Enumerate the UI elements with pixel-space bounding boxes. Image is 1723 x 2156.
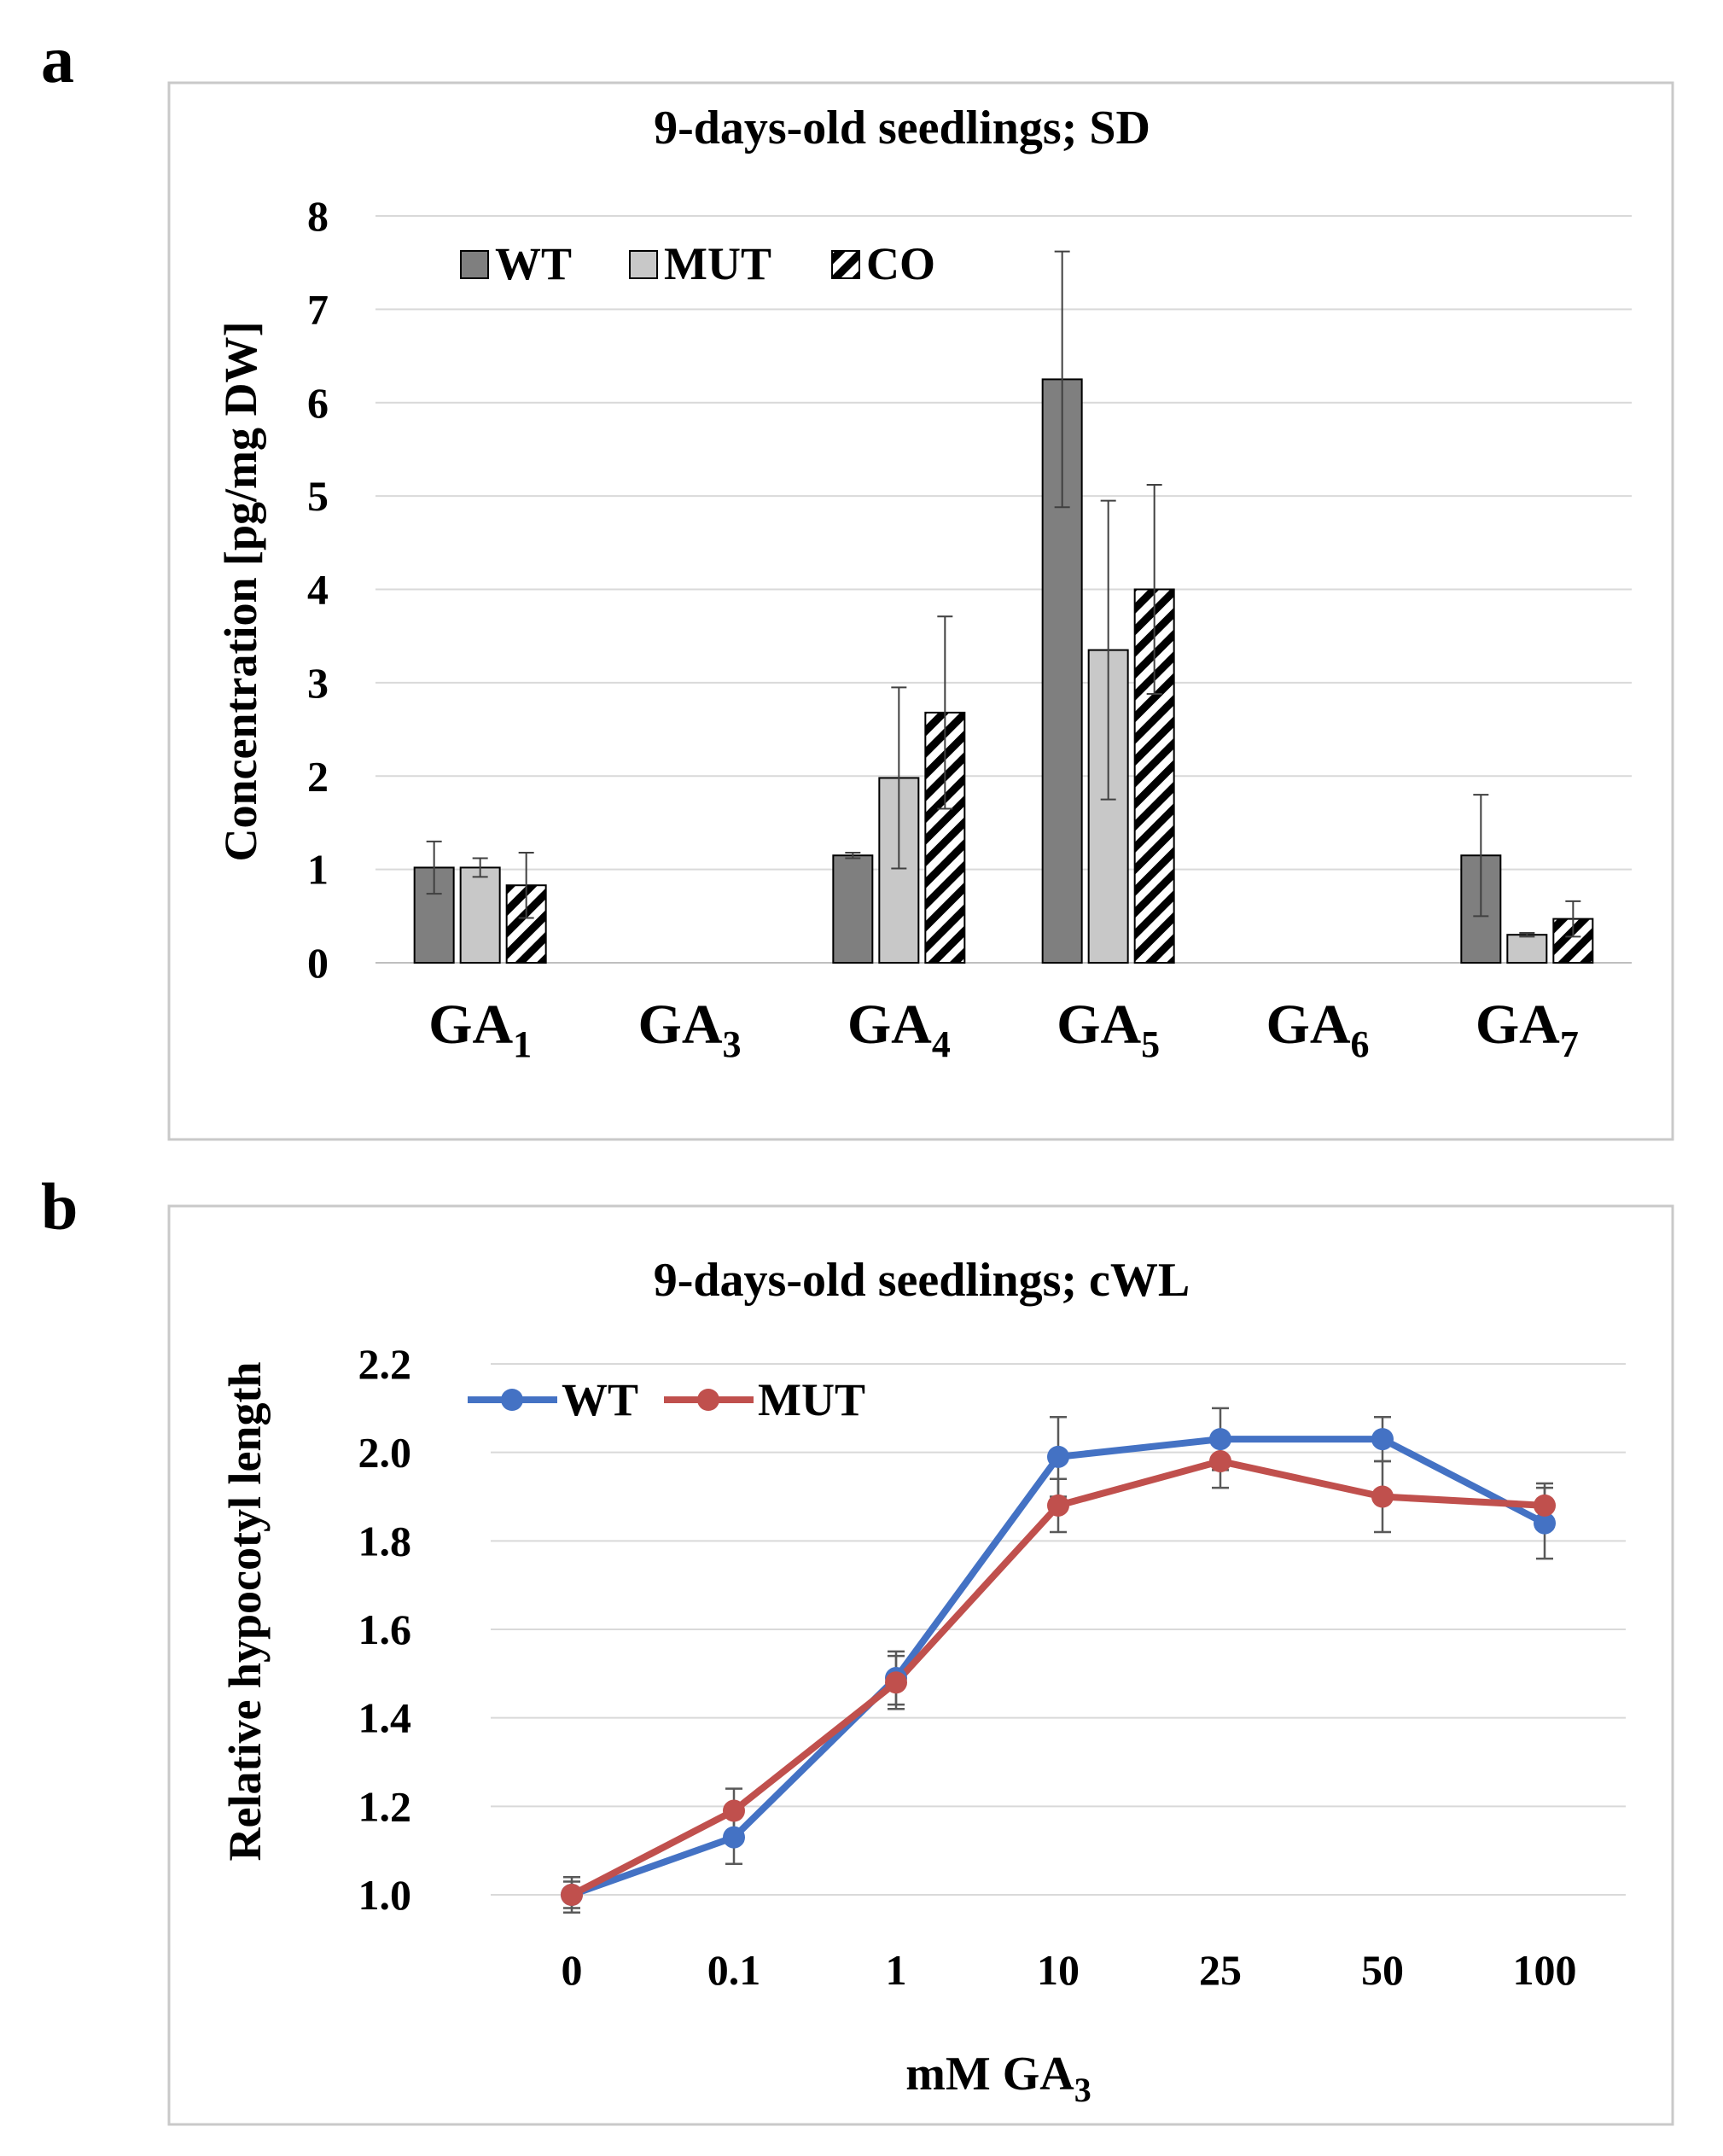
error-bar-wt-GA5 [1054, 250, 1070, 509]
chart-a-title: 9-days-old seedlings; SD [654, 102, 1150, 154]
x-tick-0: 0 [562, 1946, 583, 1994]
bar-mut-GA4 [878, 777, 920, 964]
y-tick-4: 4 [307, 566, 329, 614]
chart-b-gridlines [491, 1363, 1626, 1896]
y-tick-1.8: 1.8 [358, 1517, 412, 1565]
y-tick-3: 3 [307, 659, 329, 707]
x-tick-50: 50 [1361, 1946, 1404, 1994]
error-bar-mut-GA7 [1519, 932, 1535, 938]
category-label-GA6: GA6 [1266, 994, 1370, 1065]
legend-item-mut: MUT [664, 1374, 865, 1425]
chart-a-category-labels: GA1 GA3 GA4 GA5 GA6 GA7 [428, 994, 1579, 1065]
y-tick-1.0: 1.0 [358, 1871, 412, 1919]
legend-label-mut: MUT [664, 238, 771, 289]
x-tick-25: 25 [1199, 1946, 1242, 1994]
chart-b-y-ticks: 1.0 1.2 1.4 1.6 1.8 2.0 2.2 [358, 1340, 412, 1919]
chart-a-error-bars [426, 250, 1581, 938]
error-bar-mut-GA4 [891, 686, 907, 870]
point-mut-25 [1209, 1450, 1231, 1473]
panel-b-label: b [41, 1169, 78, 1244]
y-tick-0: 0 [307, 939, 329, 987]
chart-b-y-axis-label: Relative hypocotyl length [219, 1362, 271, 1862]
y-tick-8: 8 [307, 192, 329, 240]
error-bar-wt-GA4 [845, 851, 861, 859]
legend-marker-mut [697, 1389, 719, 1411]
point-mut-1 [885, 1671, 907, 1694]
y-tick-7: 7 [307, 285, 329, 333]
y-tick-2.0: 2.0 [358, 1429, 412, 1477]
legend-item-wt: WT [468, 1374, 638, 1425]
x-tick-0.1: 0.1 [707, 1946, 761, 1994]
legend-marker-wt [501, 1389, 523, 1411]
legend-item-mut: MUT [629, 238, 771, 289]
error-bar-wt-GA1 [426, 840, 442, 895]
y-tick-2.2: 2.2 [358, 1340, 412, 1388]
chart-b-legend: WT MUT [468, 1374, 865, 1425]
y-tick-6: 6 [307, 379, 329, 427]
x-tick-10: 10 [1037, 1946, 1080, 1994]
y-tick-1: 1 [307, 846, 329, 894]
point-wt-100 [1534, 1512, 1556, 1535]
point-mut-0 [561, 1884, 583, 1906]
point-wt-25 [1209, 1428, 1231, 1451]
bar-mut-GA7 [1506, 934, 1548, 964]
chart-a-y-axis-label: Concentration [pg/mg DW] [215, 322, 266, 862]
chart-b-frame [167, 1204, 1674, 2126]
point-mut-100 [1534, 1494, 1556, 1517]
chart-a-legend: WT MUT CO [460, 238, 935, 289]
legend-item-wt: WT [460, 238, 572, 289]
category-label-GA5: GA5 [1057, 994, 1160, 1065]
chart-b-points [561, 1428, 1556, 1906]
error-bar-co-GA5 [1146, 484, 1162, 695]
category-label-GA1: GA1 [428, 994, 532, 1065]
error-bar-mut-GA1 [472, 857, 488, 878]
chart-b-x-ticks: 0 0.1 1 10 25 50 100 [562, 1946, 1577, 1994]
y-tick-2: 2 [307, 752, 329, 800]
legend-swatch-wt [460, 250, 489, 279]
legend-swatch-co [831, 250, 860, 279]
chart-b-x-axis-label: mM GA3 [905, 2048, 1091, 2109]
chart-a-gridlines [375, 215, 1632, 964]
y-tick-5: 5 [307, 472, 329, 520]
bar-mut-GA1 [459, 866, 501, 964]
error-bar-mut-GA5 [1100, 499, 1116, 801]
y-tick-1.4: 1.4 [358, 1694, 412, 1742]
point-mut-50 [1371, 1485, 1394, 1508]
legend-swatch-mut [629, 250, 658, 279]
legend-label-wt: WT [495, 238, 572, 289]
error-bar-co-GA7 [1565, 900, 1581, 938]
point-mut-0.1 [723, 1799, 745, 1822]
legend-label-wt: WT [562, 1374, 638, 1425]
point-wt-0.1 [723, 1826, 745, 1849]
point-mut-10 [1047, 1494, 1069, 1517]
y-tick-1.2: 1.2 [358, 1782, 412, 1830]
legend-label-co: CO [866, 238, 935, 289]
category-label-GA4: GA4 [847, 994, 951, 1065]
error-bar-co-GA1 [518, 851, 534, 919]
error-bar-co-GA4 [937, 615, 953, 810]
legend-item-co: CO [831, 238, 935, 289]
chart-b-title: 9-days-old seedlings; cWL [654, 1254, 1190, 1307]
x-tick-1: 1 [886, 1946, 907, 1994]
chart-a-y-ticks: 0 1 2 3 4 5 6 7 8 [307, 192, 329, 987]
panel-a-label: a [41, 22, 74, 96]
y-tick-1.6: 1.6 [358, 1605, 412, 1653]
bar-wt-GA4 [832, 854, 874, 964]
point-wt-10 [1047, 1445, 1069, 1468]
point-wt-50 [1371, 1428, 1394, 1451]
category-label-GA7: GA7 [1476, 994, 1579, 1065]
x-tick-100: 100 [1513, 1946, 1577, 1994]
error-bar-wt-GA7 [1473, 794, 1489, 918]
legend-label-mut: MUT [758, 1374, 865, 1425]
category-label-GA3: GA3 [638, 994, 742, 1065]
